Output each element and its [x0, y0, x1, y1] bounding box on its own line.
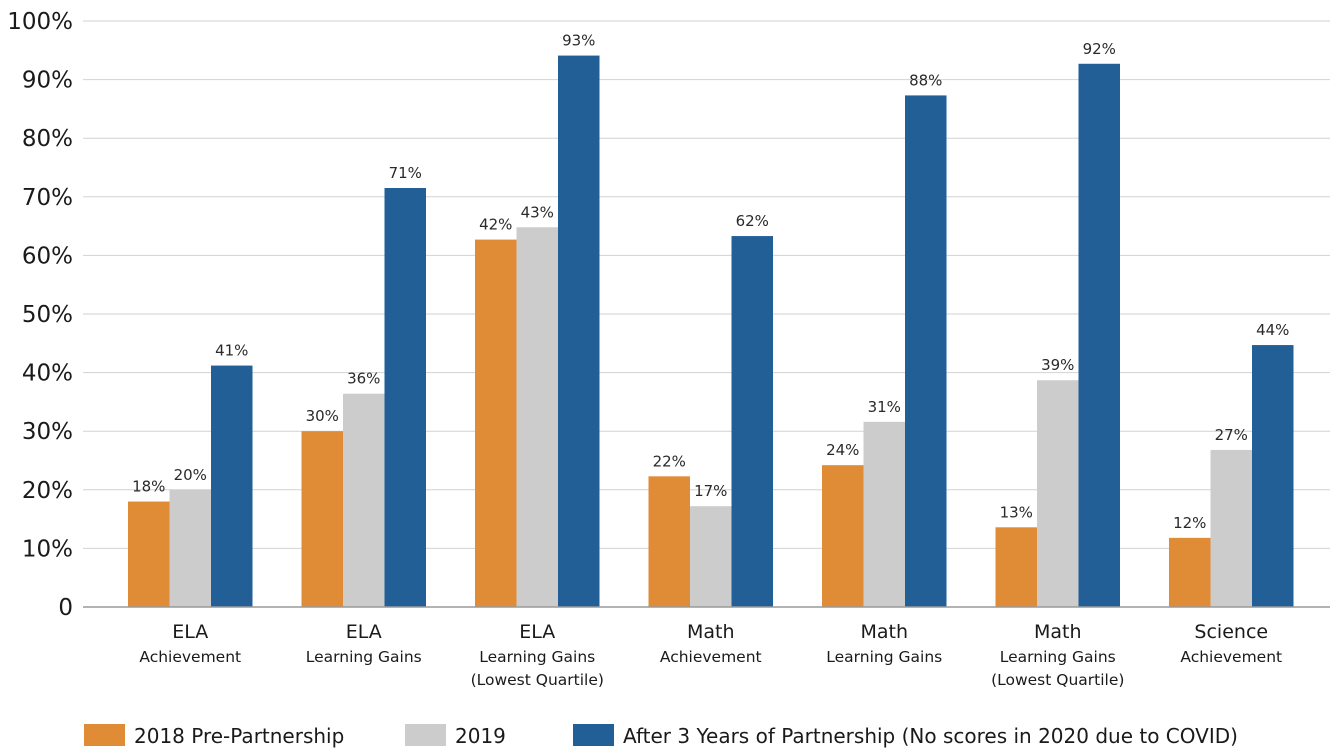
value-label: 18% — [132, 478, 165, 496]
y-tick-label: 60% — [22, 243, 73, 269]
value-label: 13% — [1000, 503, 1033, 521]
category-label-subtitle: Learning Gains — [306, 648, 422, 666]
category-label-subtitle: (Lowest Quartile) — [471, 671, 604, 689]
category-label-subtitle: Learning Gains — [826, 648, 942, 666]
y-tick-label: 40% — [22, 361, 73, 387]
bar-2019 — [863, 421, 905, 607]
category-label-title: ELA — [346, 621, 382, 643]
legend-swatch — [573, 724, 614, 746]
value-label: 41% — [215, 342, 248, 360]
category-label-title: ELA — [172, 621, 208, 643]
y-tick-label: 100% — [7, 9, 73, 35]
value-label: 71% — [389, 164, 422, 182]
gridlines — [83, 20, 1330, 549]
bar-after-3-years — [1078, 63, 1120, 607]
value-label: 20% — [174, 466, 207, 484]
bar-2018 — [475, 239, 517, 607]
value-label: 22% — [653, 452, 686, 470]
bar-2019 — [343, 393, 385, 607]
value-label: 17% — [694, 482, 727, 500]
y-tick-label: 10% — [22, 536, 73, 562]
value-labels: 18% 30% 42% 22% 24% 13% 12% 20% 36% 43% 17% 31% 39% 2… — [132, 32, 1289, 532]
category-label-subtitle: Achievement — [1180, 648, 1282, 666]
value-label: 62% — [736, 212, 769, 230]
bar-after-3-years — [558, 55, 600, 608]
value-label: 36% — [347, 370, 380, 388]
value-label: 24% — [826, 441, 859, 459]
legend-swatch — [405, 724, 446, 746]
value-label: 27% — [1215, 426, 1248, 444]
legend-label: After 3 Years of Partnership (No scores … — [623, 724, 1238, 748]
category-label-subtitle: Achievement — [660, 648, 762, 666]
bar-2018 — [1169, 537, 1211, 607]
value-label: 92% — [1083, 40, 1116, 58]
legend-swatch — [84, 724, 125, 746]
y-tick-label: 70% — [22, 185, 73, 211]
bars — [128, 55, 1294, 608]
bar-2019 — [690, 506, 732, 607]
legend-label: 2018 Pre-Partnership — [134, 724, 344, 748]
value-label: 43% — [521, 203, 554, 221]
legend-label: 2019 — [455, 724, 506, 748]
category-label-title: Math — [860, 621, 908, 643]
category-label-subtitle: Learning Gains — [479, 648, 595, 666]
category-label-title: Math — [1034, 621, 1082, 643]
bar-2018 — [822, 465, 864, 607]
value-label: 31% — [868, 398, 901, 416]
category-label-subtitle: Achievement — [139, 648, 241, 666]
bar-2019 — [516, 227, 558, 607]
y-tick-label: 90% — [22, 68, 73, 94]
bar-2018 — [648, 476, 690, 607]
category-label-title: Science — [1194, 621, 1268, 643]
bar-2019 — [169, 489, 211, 607]
bar-after-3-years — [384, 188, 426, 607]
value-label: 42% — [479, 216, 512, 234]
legend: 2018 Pre-Partnership 2019 After 3 Years of… — [84, 724, 1238, 748]
bar-after-3-years — [1252, 345, 1294, 607]
y-tick-label: 20% — [22, 478, 73, 504]
category-label-title: ELA — [519, 621, 555, 643]
bar-2018 — [995, 527, 1037, 607]
y-tick-label: 80% — [22, 126, 73, 152]
bar-after-3-years — [731, 236, 773, 607]
bar-2018 — [301, 431, 343, 607]
category-label-subtitle: Learning Gains — [1000, 648, 1116, 666]
y-axis-tick-labels: 0 10% 20% 30% 40% 50% 60% 70% 80% 90% 100% — [7, 9, 73, 621]
y-tick-label: 30% — [22, 419, 73, 445]
bar-after-3-years — [211, 365, 253, 607]
value-label: 44% — [1256, 321, 1289, 339]
bar-2019 — [1037, 380, 1079, 607]
value-label: 88% — [909, 71, 942, 89]
bar-2018 — [128, 501, 170, 607]
x-axis: ELA Achievement ELA Learning Gains ELA Learni… — [83, 606, 1330, 689]
category-label-subtitle: (Lowest Quartile) — [991, 671, 1124, 689]
bar-2019 — [1210, 449, 1252, 607]
value-label: 93% — [562, 32, 595, 50]
bar-after-3-years — [905, 95, 947, 607]
y-tick-label: 0 — [58, 595, 73, 621]
value-label: 30% — [306, 407, 339, 425]
value-label: 39% — [1041, 356, 1074, 374]
y-tick-label: 50% — [22, 302, 73, 328]
category-label-title: Math — [687, 621, 735, 643]
value-label: 12% — [1173, 514, 1206, 532]
